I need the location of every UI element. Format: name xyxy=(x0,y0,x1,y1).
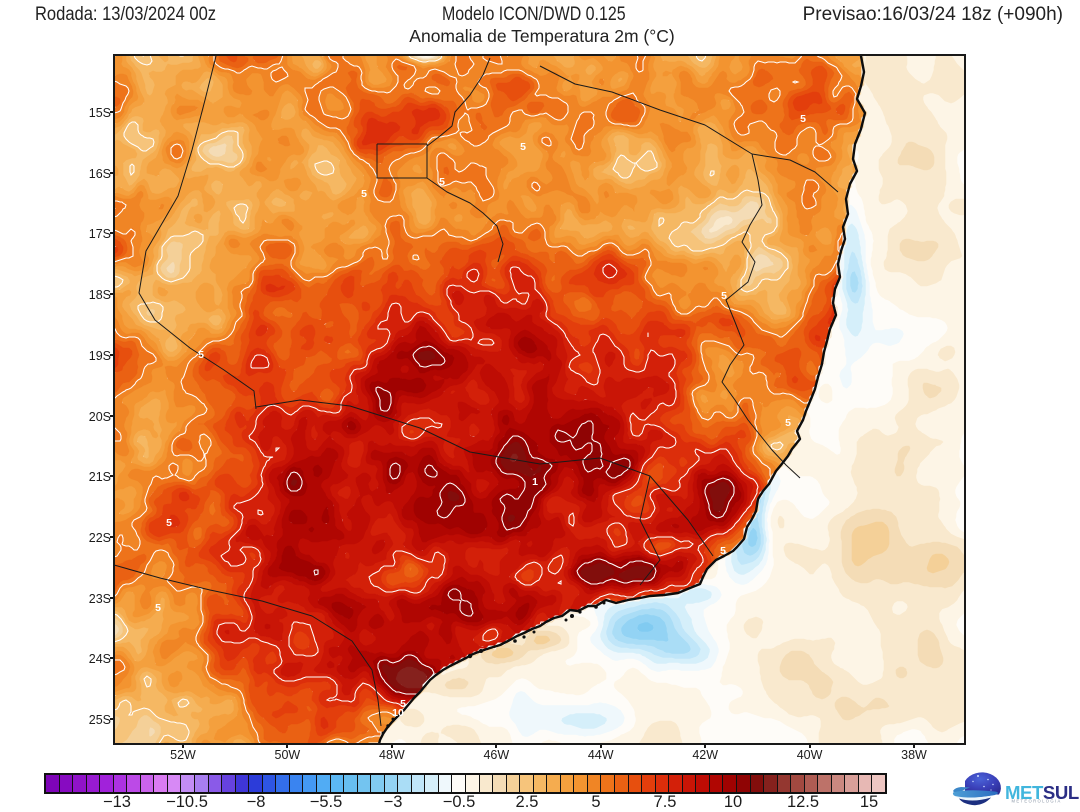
svg-text:METSUL: METSUL xyxy=(1005,782,1079,803)
svg-text:METEOROLOGIA: METEOROLOGIA xyxy=(1012,799,1062,804)
